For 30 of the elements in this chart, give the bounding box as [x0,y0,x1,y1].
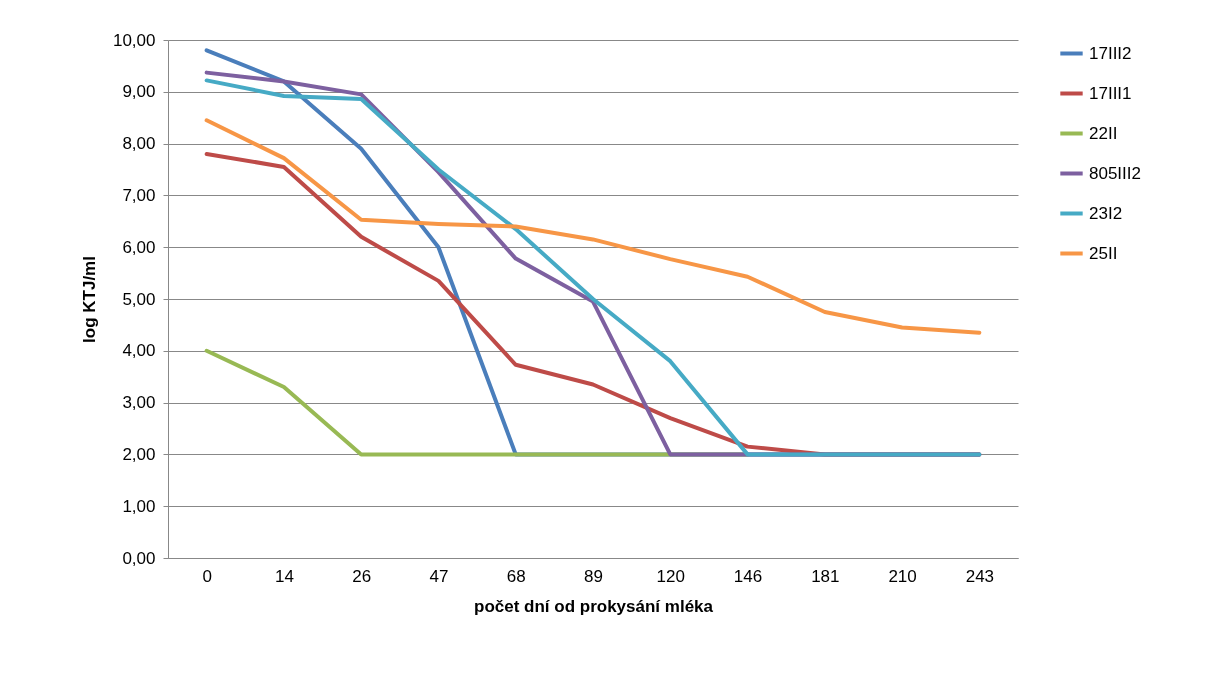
x-tick-label: 47 [429,566,449,586]
x-tick-label: 243 [965,566,995,586]
x-tick-label: 0 [202,566,212,586]
legend-label: 23I2 [1089,203,1123,223]
y-tick-label: 7,00 [122,185,156,205]
x-tick-label: 68 [506,566,526,586]
legend-label: 25II [1089,243,1118,263]
x-axis-title: počet dní od prokysání mléka [473,596,714,616]
y-tick-label: 5,00 [122,289,156,309]
x-tick-label: 89 [584,566,603,586]
legend-label: 17III1 [1089,83,1132,103]
y-tick-label: 2,00 [122,444,156,464]
legend-label: 805III2 [1089,163,1141,183]
y-tick-label: 10,00 [112,30,156,50]
y-tick-label: 6,00 [122,237,156,257]
x-tick-label: 14 [274,566,294,586]
x-tick-label: 181 [811,566,840,586]
y-tick-label: 1,00 [122,496,156,516]
y-axis-title: log KTJ/ml [79,256,99,343]
y-tick-label: 9,00 [122,82,156,102]
x-tick-label: 26 [352,566,372,586]
legend-label: 22II [1089,123,1118,143]
y-tick-label: 4,00 [122,341,156,361]
legend-label: 17III2 [1089,43,1132,63]
x-tick-label: 146 [733,566,763,586]
y-tick-label: 0,00 [122,548,156,568]
y-tick-label: 3,00 [122,393,156,413]
x-tick-label: 120 [656,566,685,586]
x-tick-label: 210 [888,566,917,586]
y-tick-label: 8,00 [122,134,156,154]
